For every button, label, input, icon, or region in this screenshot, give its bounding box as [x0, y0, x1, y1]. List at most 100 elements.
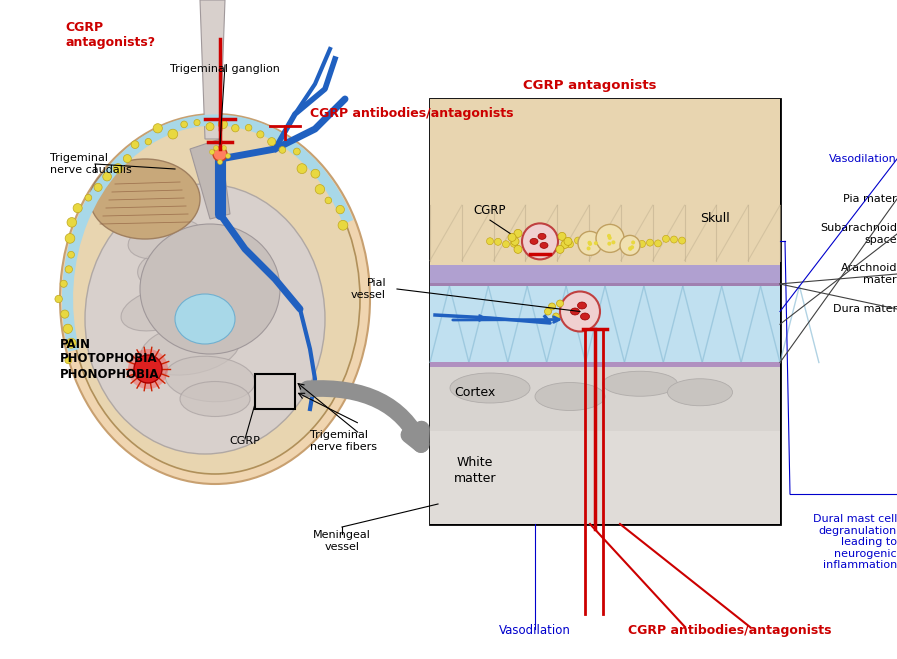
Circle shape: [315, 185, 325, 194]
Text: Meningeal
vessel: Meningeal vessel: [313, 530, 371, 552]
Ellipse shape: [580, 313, 589, 320]
Ellipse shape: [538, 233, 546, 239]
Polygon shape: [200, 0, 225, 139]
Circle shape: [210, 150, 214, 154]
Bar: [255, 374, 295, 409]
Circle shape: [553, 313, 560, 320]
Circle shape: [128, 349, 168, 389]
Circle shape: [631, 241, 635, 244]
Ellipse shape: [128, 219, 202, 259]
Text: Trigeminal
nerve fibers: Trigeminal nerve fibers: [310, 430, 377, 452]
Circle shape: [257, 130, 264, 138]
Circle shape: [564, 237, 572, 245]
Circle shape: [67, 251, 74, 258]
Bar: [430, 362, 780, 366]
Circle shape: [486, 238, 493, 244]
Circle shape: [65, 266, 73, 273]
Circle shape: [338, 220, 348, 230]
Circle shape: [231, 125, 239, 132]
Text: Trigeminal ganglion: Trigeminal ganglion: [170, 64, 280, 74]
Circle shape: [514, 245, 522, 253]
Bar: [430, 265, 780, 286]
Circle shape: [560, 291, 600, 331]
Circle shape: [629, 246, 632, 250]
Ellipse shape: [141, 323, 239, 375]
Ellipse shape: [570, 308, 579, 315]
Circle shape: [556, 245, 564, 253]
Circle shape: [647, 239, 654, 246]
Text: Dura mater: Dura mater: [832, 304, 897, 314]
Circle shape: [293, 148, 300, 155]
Circle shape: [588, 241, 591, 244]
Circle shape: [153, 124, 162, 133]
Circle shape: [131, 141, 139, 148]
Text: Cortex: Cortex: [455, 386, 496, 399]
Bar: [430, 99, 780, 290]
Circle shape: [614, 239, 622, 245]
Ellipse shape: [165, 357, 255, 402]
Circle shape: [123, 155, 131, 163]
Circle shape: [245, 125, 252, 131]
Text: Arachnoid
mater: Arachnoid mater: [840, 263, 897, 285]
Circle shape: [113, 163, 123, 173]
Circle shape: [623, 237, 630, 243]
Ellipse shape: [137, 244, 232, 293]
Text: Pial
vessel: Pial vessel: [351, 278, 386, 300]
Ellipse shape: [121, 287, 199, 331]
Circle shape: [670, 236, 677, 243]
Circle shape: [607, 242, 612, 246]
Circle shape: [590, 238, 597, 245]
Circle shape: [64, 324, 73, 333]
Circle shape: [181, 121, 187, 128]
Circle shape: [267, 138, 275, 146]
Ellipse shape: [85, 184, 325, 454]
Circle shape: [578, 231, 602, 256]
Circle shape: [631, 239, 638, 246]
Circle shape: [612, 241, 615, 244]
Circle shape: [678, 237, 685, 244]
Circle shape: [631, 245, 634, 249]
Ellipse shape: [90, 159, 200, 239]
Circle shape: [655, 240, 661, 247]
Circle shape: [502, 241, 509, 248]
Text: Vasodilation: Vasodilation: [499, 624, 570, 637]
Circle shape: [558, 233, 566, 241]
Ellipse shape: [187, 287, 272, 331]
Circle shape: [587, 246, 590, 250]
Text: CGRP
antagonists?: CGRP antagonists?: [65, 21, 155, 49]
Polygon shape: [190, 139, 230, 219]
Ellipse shape: [603, 371, 677, 396]
Text: Dural mast cell
degranulation
leading to
neurogenic
inflammation: Dural mast cell degranulation leading to…: [813, 514, 897, 571]
Bar: [430, 283, 780, 286]
Ellipse shape: [140, 224, 280, 354]
Circle shape: [61, 310, 69, 318]
Circle shape: [206, 123, 214, 130]
Text: CGRP: CGRP: [230, 436, 260, 446]
Text: PAIN
PHOTOPHOBIA
PHONOPHOBIA: PAIN PHOTOPHOBIA PHONOPHOBIA: [60, 337, 160, 380]
Circle shape: [213, 147, 227, 161]
Circle shape: [74, 204, 83, 213]
Text: Vasodilation: Vasodilation: [829, 154, 897, 164]
Text: CGRP antibodies/antagonists: CGRP antibodies/antagonists: [310, 107, 513, 121]
Circle shape: [607, 234, 611, 238]
Circle shape: [606, 239, 614, 246]
Circle shape: [628, 246, 632, 250]
Circle shape: [556, 300, 563, 307]
Circle shape: [311, 169, 320, 178]
Circle shape: [596, 224, 624, 252]
Text: Skull: Skull: [701, 212, 730, 225]
Text: White
matter: White matter: [454, 457, 496, 484]
Circle shape: [508, 233, 516, 241]
Circle shape: [145, 138, 152, 145]
Circle shape: [55, 295, 63, 302]
Circle shape: [94, 183, 102, 191]
Circle shape: [103, 172, 111, 181]
Ellipse shape: [530, 239, 538, 244]
Text: CGRP: CGRP: [474, 204, 506, 217]
Circle shape: [582, 239, 589, 246]
Ellipse shape: [60, 114, 370, 484]
Circle shape: [279, 146, 286, 154]
Circle shape: [663, 235, 669, 243]
Circle shape: [608, 236, 612, 240]
Text: Subarachnoid
space: Subarachnoid space: [820, 223, 897, 244]
